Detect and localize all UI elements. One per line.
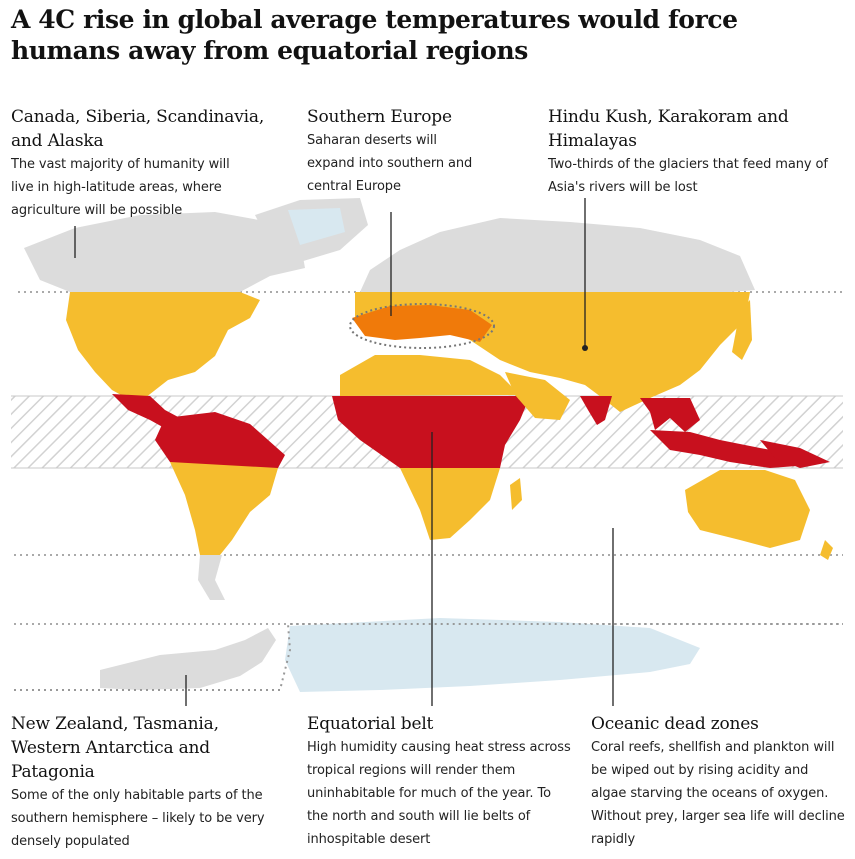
north-africa <box>340 355 520 396</box>
north-america-arctic <box>24 212 305 292</box>
southern-africa <box>400 468 500 540</box>
annotation-body: Coral reefs, shellfish and plankton will… <box>591 740 845 847</box>
southern-europe-ring <box>349 303 495 349</box>
maritime-se-asia <box>650 430 810 468</box>
arabia <box>505 372 570 420</box>
annotation-southern-europe: Southern Europe Saharan deserts will exp… <box>307 105 502 198</box>
annotation-heading: Southern Europe <box>307 107 452 127</box>
annotation-southern-refuges: New Zealand, Tasmania, Western Antarctic… <box>11 712 296 853</box>
annotation-himalayas: Hindu Kush, Karakoram and Himalayas Two-… <box>548 105 838 199</box>
annotation-body: Some of the only habitable parts of the … <box>11 788 265 849</box>
annotation-body: High humidity causing heat stress across… <box>307 740 571 847</box>
south-america-temperate <box>170 462 278 555</box>
annotation-body: The vast majority of humanity will live … <box>11 157 230 218</box>
annotation-body: Two-thirds of the glaciers that feed man… <box>548 157 828 195</box>
patagonia <box>198 555 225 600</box>
leader-himalayas-dot <box>582 345 588 351</box>
antarctica-ice <box>285 618 700 692</box>
india-equatorial <box>580 396 612 425</box>
eurasia-north <box>360 218 755 292</box>
madagascar <box>510 478 522 510</box>
annotation-heading: New Zealand, Tasmania, Western Antarctic… <box>11 714 219 782</box>
southeast-asia-equatorial <box>640 398 700 432</box>
annotation-equatorial-belt: Equatorial belt High humidity causing he… <box>307 712 577 851</box>
southern-europe-desert <box>352 305 492 342</box>
japan <box>732 300 752 360</box>
greenland-ice <box>288 208 345 245</box>
page-title: A 4C rise in global average temperatures… <box>11 5 738 65</box>
west-antarctica <box>100 628 276 690</box>
annotation-heading: Hindu Kush, Karakoram and Himalayas <box>548 107 789 151</box>
annotation-high-latitudes: Canada, Siberia, Scandinavia, and Alaska… <box>11 105 291 222</box>
annotation-heading: Equatorial belt <box>307 714 434 734</box>
annotation-heading: Canada, Siberia, Scandinavia, and Alaska <box>11 107 265 151</box>
north-america-temperate <box>66 292 260 400</box>
annotation-body: Saharan deserts will expand into souther… <box>307 133 473 194</box>
annotation-dead-zones: Oceanic dead zones Coral reefs, shellfis… <box>591 712 851 851</box>
south-america-equatorial <box>155 412 285 472</box>
new-zealand <box>820 540 833 560</box>
africa-equatorial <box>332 396 530 468</box>
central-america <box>112 394 180 430</box>
annotation-heading: Oceanic dead zones <box>591 714 759 734</box>
antarctica-dotted-border <box>14 623 843 691</box>
australia <box>685 470 810 548</box>
new-guinea <box>760 440 830 468</box>
